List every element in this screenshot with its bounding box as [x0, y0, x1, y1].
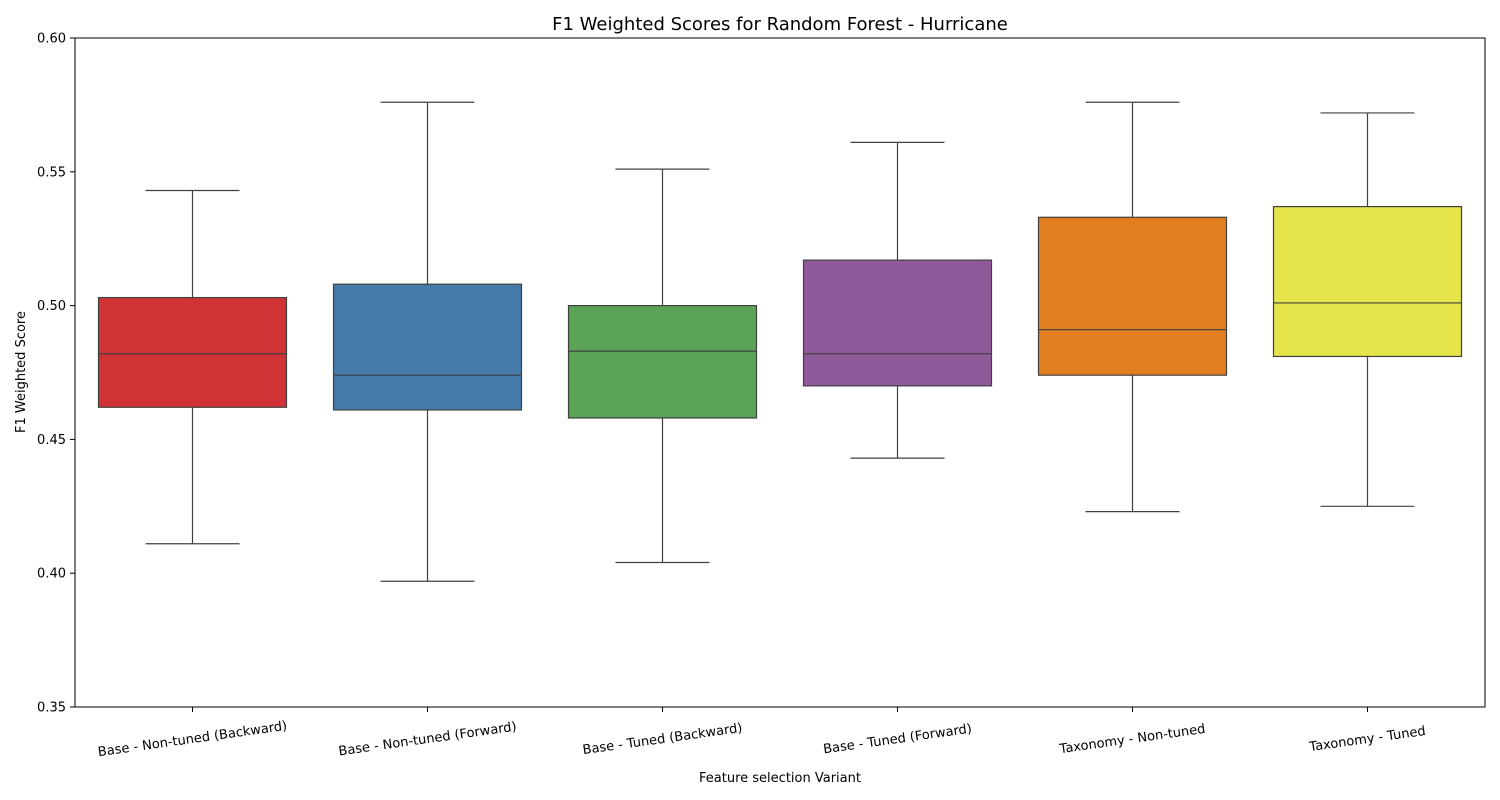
iqr-box	[567, 305, 758, 419]
box-4	[802, 141, 993, 459]
plot-frame	[74, 37, 1486, 708]
x-tick-label: Taxonomy - Non-tuned	[1058, 722, 1207, 757]
y-tick-label: 0.35	[37, 701, 66, 716]
iqr-box	[1037, 216, 1228, 376]
y-tick-label: 0.60	[37, 32, 66, 47]
x-tick-label: Taxonomy - Tuned	[1308, 724, 1427, 755]
box-2	[332, 101, 523, 582]
x-tick-label: Base - Tuned (Backward)	[582, 721, 744, 758]
x-axis: Base - Non-tuned (Backward) Base - Non-tu…	[97, 707, 1427, 760]
box-6	[1272, 112, 1463, 507]
y-tick-label: 0.55	[37, 165, 66, 180]
box-1	[97, 189, 288, 545]
y-axis: 0.35 0.40 0.45 0.50 0.55 0.60	[37, 32, 75, 716]
chart-title: F1 Weighted Scores for Random Forest - H…	[552, 14, 1008, 35]
iqr-box	[332, 283, 523, 411]
box-5	[1037, 101, 1228, 513]
y-tick-label: 0.45	[37, 433, 66, 448]
x-tick-label: Base - Tuned (Forward)	[822, 722, 973, 758]
box-3	[567, 168, 758, 564]
y-tick-label: 0.40	[37, 567, 66, 582]
iqr-box	[802, 259, 993, 387]
x-tick-label: Base - Non-tuned (Backward)	[97, 719, 288, 760]
x-axis-label: Feature selection Variant	[699, 771, 861, 786]
x-tick-label: Base - Non-tuned (Forward)	[338, 720, 518, 760]
plot-area	[97, 101, 1463, 582]
iqr-box	[97, 296, 288, 408]
y-axis-label: F1 Weighted Score	[14, 311, 29, 433]
y-tick-label: 0.50	[37, 299, 66, 314]
iqr-box	[1272, 205, 1463, 358]
